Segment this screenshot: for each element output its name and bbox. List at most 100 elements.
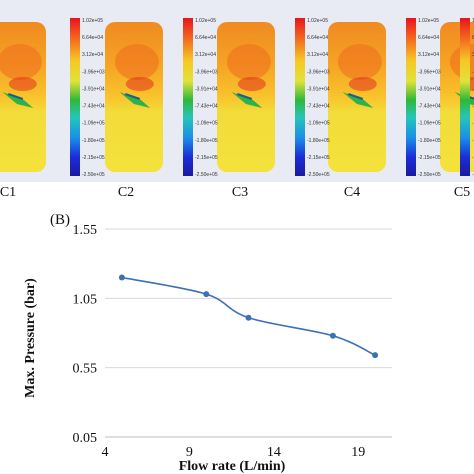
- colorbar-tick-label: 1.02e+05: [195, 18, 216, 24]
- panel-label-b: (B): [50, 212, 70, 228]
- data-point: [245, 314, 252, 321]
- colorbar-tick-label: -1.09e+05: [307, 121, 330, 127]
- colorbar-tick-label: 6.64e+04: [472, 35, 474, 41]
- x-tick-label: 19: [351, 445, 365, 460]
- colorbar: 1.02e+05 6.64e+04 3.12e+04 -3.96e+03 -3.91e+…: [183, 18, 218, 178]
- colorbar-tick-label: -7.43e+04: [472, 104, 474, 110]
- contour-labels: C1 C2 C3 C4 C5: [0, 185, 470, 200]
- colorbar-tick-label: 6.64e+04: [418, 35, 439, 41]
- x-tick-labels: 4 9 14 19: [102, 445, 366, 460]
- y-tick-label: 0.55: [73, 362, 98, 377]
- colorbar-gradient: [406, 18, 416, 176]
- colorbar-tick-label: -1.80e+05: [82, 138, 105, 144]
- colorbar-tick-label: 3.12e+04: [195, 52, 216, 58]
- inlet-jet: [124, 93, 141, 100]
- peak-pressure-zone: [8, 77, 37, 91]
- colorbar-gradient: [460, 18, 470, 176]
- colorbar-tick-label: -2.50e+05: [307, 172, 330, 178]
- colorbar-tick-label: 1.02e+05: [307, 18, 328, 24]
- colorbar-gradient: [295, 18, 305, 176]
- colorbar-tick-label: 1.02e+05: [418, 18, 439, 24]
- colorbar-tick-label: -2.15e+05: [195, 155, 218, 161]
- colorbar-tick-label: -7.43e+04: [195, 104, 218, 110]
- grid-lines: [105, 228, 392, 369]
- colorbar-tick-label: -7.43e+04: [307, 104, 330, 110]
- inlet-jet: [7, 93, 24, 100]
- colorbar: 1.02e+05 6.64e+04 3.12e+04 -3.96e+03 -3.91e+…: [70, 18, 105, 178]
- colorbar-tick-label: -1.80e+05: [195, 138, 218, 144]
- colorbar-tick-label: -1.09e+05: [472, 121, 474, 127]
- colorbar-tick-label: 3.12e+04: [418, 52, 439, 58]
- peak-pressure-zone: [125, 77, 154, 91]
- colorbar-tick-label: -3.91e+04: [82, 86, 105, 92]
- peak-pressure-zone: [348, 77, 377, 91]
- colorbar-tick-label: -1.09e+05: [195, 121, 218, 127]
- colorbar-tick-label: -1.80e+05: [472, 138, 474, 144]
- low-pressure-zone: [342, 92, 374, 108]
- x-tick-label: 4: [102, 445, 109, 460]
- colorbar-tick-label: -1.09e+05: [82, 121, 105, 127]
- colorbar-tick-label: -2.50e+05: [82, 172, 105, 178]
- colorbar-tick-label: -3.91e+04: [307, 86, 330, 92]
- contour-label: C3: [232, 185, 248, 200]
- colorbar-tick-label: -3.96e+03: [472, 69, 474, 75]
- colorbar-tick-label: -2.50e+05: [472, 172, 474, 178]
- data-point: [203, 291, 210, 298]
- y-tick-label: 1.55: [73, 223, 98, 238]
- colorbar-tick-label: -2.15e+05: [418, 155, 441, 161]
- peak-pressure-zone: [237, 77, 266, 91]
- contour-cylinder: [328, 22, 386, 172]
- colorbar-tick-label: -2.15e+05: [307, 155, 330, 161]
- colorbar-tick-label: -3.96e+03: [195, 69, 218, 75]
- colorbar-tick-label: 6.64e+04: [307, 35, 328, 41]
- inlet-jet: [236, 93, 253, 100]
- contour-label: C4: [344, 185, 360, 200]
- contour-cylinder: [0, 22, 46, 172]
- high-pressure-zone: [337, 44, 382, 80]
- x-tick-label: 9: [186, 445, 193, 460]
- colorbar: 1.02e+05 6.64e+04 3.12e+04 -3.96e+03 -3.91e+…: [295, 18, 330, 178]
- colorbar-tick-label: 6.64e+04: [195, 35, 216, 41]
- contour-figure: 1.02e+05 6.64e+04 3.12e+04 -3.96e+03 -3.91e+…: [0, 0, 474, 200]
- colorbar-tick-label: 6.64e+04: [82, 35, 103, 41]
- contour-label: C2: [118, 185, 134, 200]
- high-pressure-zone: [114, 44, 159, 80]
- colorbar-tick-label: 1.02e+05: [472, 18, 474, 24]
- high-pressure-zone: [0, 44, 42, 80]
- y-tick-label: 1.05: [73, 292, 98, 307]
- colorbar-tick-label: 3.12e+04: [82, 52, 103, 58]
- x-axis-label: Flow rate (L/min): [179, 459, 286, 474]
- colorbar-tick-label: -7.43e+04: [418, 104, 441, 110]
- colorbar-tick-label: -3.96e+03: [418, 69, 441, 75]
- y-axis-label: Max. Pressure (bar): [23, 278, 38, 398]
- data-point: [118, 274, 125, 281]
- colorbar-tick-label: -2.15e+05: [82, 155, 105, 161]
- series-line: [118, 274, 379, 359]
- low-pressure-zone: [2, 92, 34, 108]
- colorbar-tick-label: -2.50e+05: [418, 172, 441, 178]
- inlet-jet: [347, 93, 364, 100]
- y-tick-labels: 0.05 0.55 1.05 1.55: [73, 223, 98, 446]
- colorbar-tick-label: -2.15e+05: [472, 155, 474, 161]
- colorbar-tick-label: -1.09e+05: [418, 121, 441, 127]
- colorbar-gradient: [70, 18, 80, 176]
- line-chart: (B) 0.05 0.55 1.05 1.55 4 9 14 19 Max. Pressur…: [23, 212, 392, 474]
- data-point: [372, 352, 379, 359]
- colorbar-tick-label: -3.91e+04: [418, 86, 441, 92]
- low-pressure-zone: [231, 92, 263, 108]
- colorbar: 1.02e+05 6.64e+04 3.12e+04 -3.96e+03 -3.91e+…: [460, 18, 474, 178]
- colorbar-tick-label: -3.96e+03: [307, 69, 330, 75]
- contour-cylinder: [217, 22, 275, 172]
- x-tick-label: 14: [267, 445, 281, 460]
- colorbar-gradient: [183, 18, 193, 176]
- colorbar: 1.02e+05 6.64e+04 3.12e+04 -3.96e+03 -3.91e+…: [406, 18, 441, 178]
- contour-label: C1: [0, 185, 16, 200]
- colorbar-tick-label: 1.02e+05: [82, 18, 103, 24]
- low-pressure-zone: [119, 92, 151, 108]
- colorbar-tick-label: -2.50e+05: [195, 172, 218, 178]
- contour-panel: 1.02e+05 6.64e+04 3.12e+04 -3.96e+03 -3.91e+…: [0, 0, 474, 205]
- colorbar-tick-label: -3.91e+04: [195, 86, 218, 92]
- colorbar-tick-label: -3.91e+04: [472, 86, 474, 92]
- contour-cylinder: [105, 22, 163, 172]
- colorbar-tick-label: -1.80e+05: [418, 138, 441, 144]
